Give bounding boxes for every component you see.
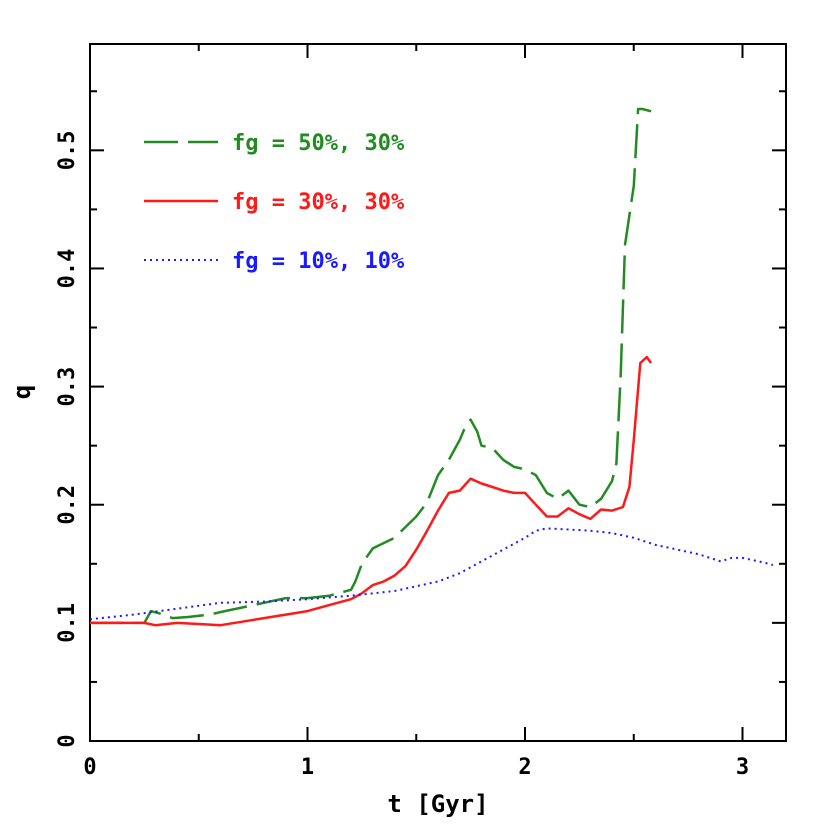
x-tick-label: 1 [301,755,314,780]
legend-label-3: fg = 10%, 10% [232,249,405,274]
x-tick-label: 2 [518,755,531,780]
y-tick-label: 0 [55,734,80,747]
y-tick-label: 0.4 [55,249,80,289]
series-line-1 [90,107,652,625]
y-tick-label: 0.5 [55,130,80,170]
series-layer [89,107,774,627]
series-line-3 [89,527,774,621]
plot-frame [89,43,787,742]
x-tick-label: 3 [736,755,749,780]
y-tick-label: 0.3 [55,367,80,407]
y-axis-title: q [8,385,36,399]
legend-label-1: fg = 50%, 30% [232,131,405,156]
y-tick-label: 0.1 [55,603,80,643]
legend-label-2: fg = 30%, 30% [232,190,405,215]
y-tick-label: 0.2 [55,485,80,525]
axis-ticks: 0 1 2 3 0 0.1 0.2 0.3 0.4 0.5 [55,44,786,780]
series-line-2 [90,355,653,627]
legend: fg = 50%, 30% fg = 30%, 30% fg = 10%, 10% [144,131,405,274]
x-tick-label: 0 [83,755,96,780]
x-axis-title: t [Gyr] [387,790,488,818]
